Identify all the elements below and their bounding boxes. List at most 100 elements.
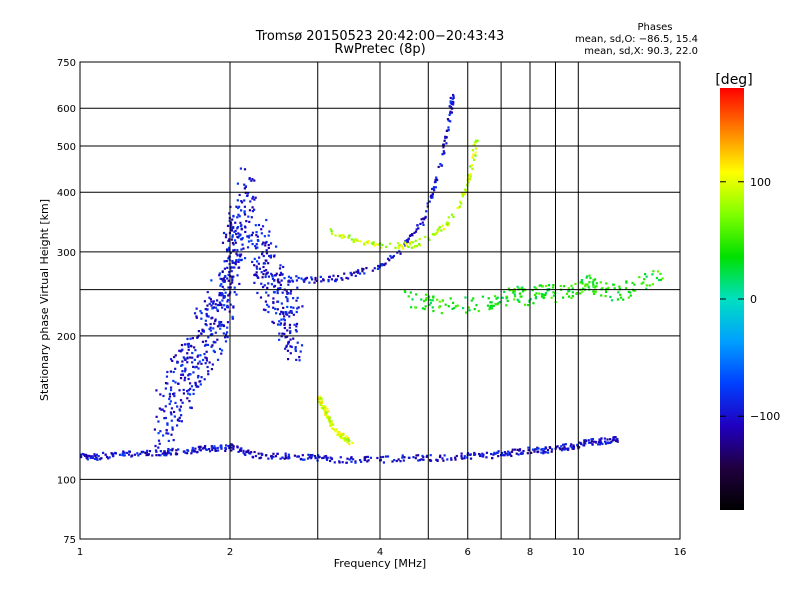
data-point bbox=[330, 420, 333, 423]
data-point bbox=[163, 410, 166, 413]
data-point bbox=[319, 275, 322, 279]
data-point bbox=[322, 279, 325, 282]
data-point bbox=[240, 248, 243, 251]
data-point bbox=[582, 444, 585, 447]
data-point bbox=[456, 304, 459, 307]
data-point bbox=[297, 455, 300, 458]
data-point bbox=[427, 295, 431, 299]
data-point bbox=[320, 280, 323, 283]
data-point bbox=[324, 413, 328, 417]
data-point bbox=[226, 300, 229, 303]
data-point bbox=[428, 200, 431, 203]
data-point bbox=[589, 277, 592, 280]
data-point bbox=[283, 323, 286, 326]
data-point bbox=[182, 388, 185, 392]
data-point bbox=[169, 370, 173, 373]
data-point bbox=[343, 436, 346, 440]
data-point bbox=[265, 291, 268, 294]
data-point bbox=[399, 252, 402, 255]
data-point bbox=[270, 283, 273, 286]
data-point bbox=[334, 430, 337, 433]
data-point bbox=[230, 449, 233, 452]
data-point bbox=[280, 318, 283, 321]
data-point bbox=[469, 175, 472, 178]
data-point bbox=[247, 240, 251, 243]
data-point bbox=[292, 313, 295, 316]
data-point bbox=[534, 297, 537, 300]
data-point bbox=[326, 414, 329, 418]
data-point bbox=[233, 286, 236, 289]
data-point bbox=[352, 240, 355, 244]
data-point bbox=[93, 457, 97, 461]
data-point bbox=[159, 454, 162, 457]
data-point bbox=[187, 348, 190, 351]
data-point bbox=[424, 305, 427, 308]
data-point bbox=[224, 449, 227, 453]
data-point bbox=[205, 350, 208, 353]
data-point bbox=[463, 192, 466, 195]
data-point bbox=[615, 439, 618, 443]
data-point bbox=[214, 331, 217, 334]
data-point bbox=[287, 342, 290, 345]
data-point bbox=[216, 325, 220, 328]
data-point bbox=[213, 445, 216, 448]
data-point bbox=[166, 370, 169, 374]
data-point bbox=[613, 287, 616, 290]
data-point bbox=[294, 349, 297, 353]
x-tick-label: 10 bbox=[572, 547, 585, 558]
data-point bbox=[289, 292, 292, 295]
data-point bbox=[422, 458, 425, 461]
data-point bbox=[311, 278, 314, 281]
data-point bbox=[267, 294, 270, 297]
data-point bbox=[206, 365, 209, 369]
data-point bbox=[501, 296, 504, 299]
data-point bbox=[453, 307, 456, 310]
data-point bbox=[261, 453, 264, 456]
data-point bbox=[251, 456, 255, 459]
data-point bbox=[236, 206, 240, 210]
data-point bbox=[604, 442, 608, 445]
data-point bbox=[286, 335, 289, 338]
data-point bbox=[186, 337, 189, 341]
data-point bbox=[422, 223, 425, 227]
data-point bbox=[255, 265, 258, 268]
data-point bbox=[334, 280, 337, 283]
data-point bbox=[189, 373, 192, 376]
data-point bbox=[211, 344, 214, 347]
data-point bbox=[425, 210, 428, 213]
data-point bbox=[369, 456, 373, 459]
data-point bbox=[195, 315, 198, 318]
data-point bbox=[634, 289, 637, 292]
data-point bbox=[200, 332, 203, 335]
data-point bbox=[200, 376, 203, 379]
data-point bbox=[169, 411, 173, 414]
data-point bbox=[610, 440, 613, 444]
data-point bbox=[212, 306, 216, 309]
data-point bbox=[511, 448, 514, 451]
data-point bbox=[83, 453, 86, 456]
data-point bbox=[243, 205, 246, 208]
data-point bbox=[581, 282, 584, 285]
data-point bbox=[173, 415, 176, 418]
data-point bbox=[237, 266, 241, 269]
data-point bbox=[236, 216, 239, 219]
data-point bbox=[299, 350, 302, 353]
data-point bbox=[287, 275, 291, 278]
data-point bbox=[270, 272, 273, 275]
data-point bbox=[301, 458, 305, 461]
data-point bbox=[163, 451, 166, 455]
data-point bbox=[612, 283, 615, 286]
data-point bbox=[358, 272, 362, 275]
data-point bbox=[308, 456, 311, 459]
data-point bbox=[449, 106, 453, 109]
data-point bbox=[213, 322, 216, 325]
data-point bbox=[403, 290, 406, 293]
x-tick-label: 16 bbox=[674, 547, 687, 558]
data-point bbox=[177, 448, 180, 451]
data-point bbox=[283, 326, 286, 330]
data-point bbox=[434, 186, 437, 189]
data-point bbox=[467, 181, 470, 184]
data-point bbox=[281, 273, 284, 276]
data-point bbox=[432, 232, 435, 236]
data-point bbox=[260, 232, 263, 235]
